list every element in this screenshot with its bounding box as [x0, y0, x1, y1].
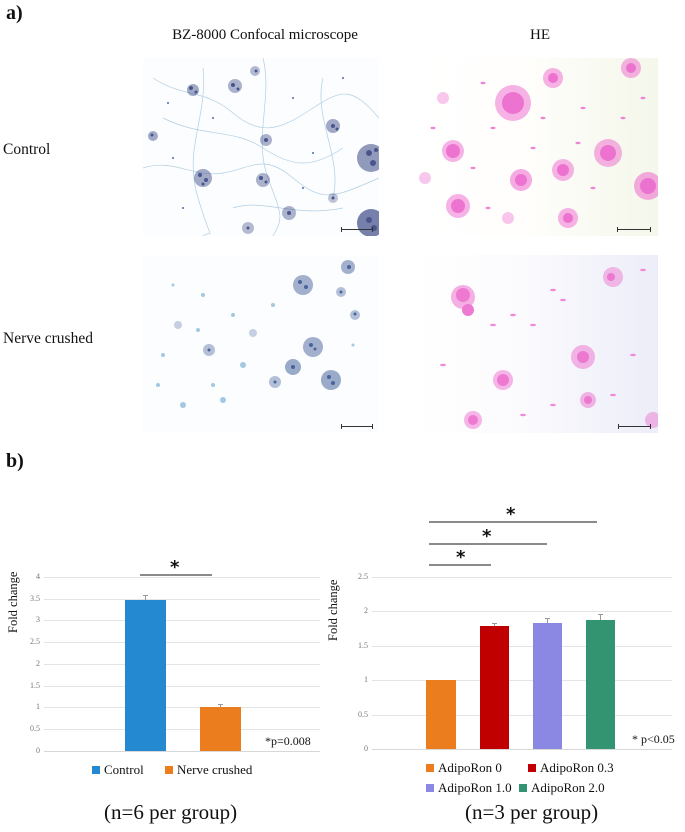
- y-tick: 0.5: [30, 724, 40, 733]
- y-tick: 0: [364, 744, 368, 753]
- column-title-he: HE: [530, 27, 550, 43]
- legend-item-adiporon-0: AdipoRon 0: [426, 760, 502, 776]
- significance-star: *: [482, 526, 492, 547]
- y-tick: 2.5: [358, 572, 368, 581]
- micrograph-he-control: [413, 58, 658, 236]
- bar-adiporon-0-3: [480, 626, 509, 749]
- bar-adiporon-2-0: [586, 620, 615, 749]
- y-tick: 4: [36, 572, 40, 581]
- bar-control: [125, 600, 166, 751]
- y-tick: 2: [36, 659, 40, 668]
- scale-bar: [341, 424, 373, 429]
- p-value-note: *p=0.008: [265, 734, 311, 748]
- y-tick: 2.5: [30, 637, 40, 646]
- significance-star: *: [170, 557, 180, 578]
- y-tick: 3: [36, 615, 40, 624]
- y-tick: 1.5: [358, 641, 368, 650]
- y-tick: 0.5: [358, 710, 368, 719]
- significance-bracket: [140, 574, 212, 576]
- y-tick: 1: [364, 675, 368, 684]
- y-tick: 1.5: [30, 681, 40, 690]
- legend-item-adiporon-0-3: AdipoRon 0.3: [528, 760, 614, 776]
- y-tick: 1: [36, 702, 40, 711]
- legend-swatch: [92, 766, 100, 774]
- legend-swatch: [426, 764, 434, 772]
- p-value-note: * p<0.05: [632, 732, 675, 746]
- n-per-group-left: (n=6 per group): [104, 800, 238, 824]
- y-tick: 2: [364, 606, 368, 615]
- n-per-group-right: (n=3 per group): [465, 800, 599, 824]
- column-title-confocal: BZ-8000 Confocal microscope: [172, 27, 358, 43]
- legend-swatch: [165, 766, 173, 774]
- significance-star: *: [456, 547, 466, 568]
- row-label-control: Control: [3, 141, 51, 158]
- panel-a-label: a): [6, 2, 23, 24]
- y-axis-label: Fold change: [326, 579, 340, 641]
- significance-star: *: [506, 504, 516, 525]
- bar-nerve-crushed: [200, 707, 241, 751]
- micrograph-he-nerve-crushed: [413, 255, 658, 433]
- legend-swatch: [519, 784, 527, 792]
- bar-adiporon-1-0: [533, 623, 562, 749]
- legend-swatch: [426, 784, 434, 792]
- legend-item-nerve-crushed: Nerve crushed: [165, 762, 252, 778]
- legend-item-control: Control: [92, 762, 144, 778]
- micrograph-confocal-control: [143, 58, 379, 236]
- panel-b-label: b): [6, 450, 24, 472]
- scale-bar: [618, 424, 651, 429]
- y-tick: 3.5: [30, 594, 40, 603]
- y-tick: 0: [36, 746, 40, 755]
- significance-bracket-0-vs-1-0: [429, 543, 547, 545]
- legend-swatch: [528, 764, 536, 772]
- legend-item-adiporon-1-0: AdipoRon 1.0: [426, 780, 512, 796]
- micrograph-confocal-nerve-crushed: [143, 255, 379, 433]
- significance-bracket-0-vs-0-3: [429, 564, 491, 566]
- significance-bracket-0-vs-2-0: [429, 521, 597, 523]
- legend-item-adiporon-2-0: AdipoRon 2.0: [519, 780, 605, 796]
- row-label-nerve-crushed: Nerve crushed: [3, 330, 93, 347]
- bar-adiporon-0: [426, 680, 456, 749]
- scale-bar: [341, 227, 373, 232]
- scale-bar: [617, 227, 651, 232]
